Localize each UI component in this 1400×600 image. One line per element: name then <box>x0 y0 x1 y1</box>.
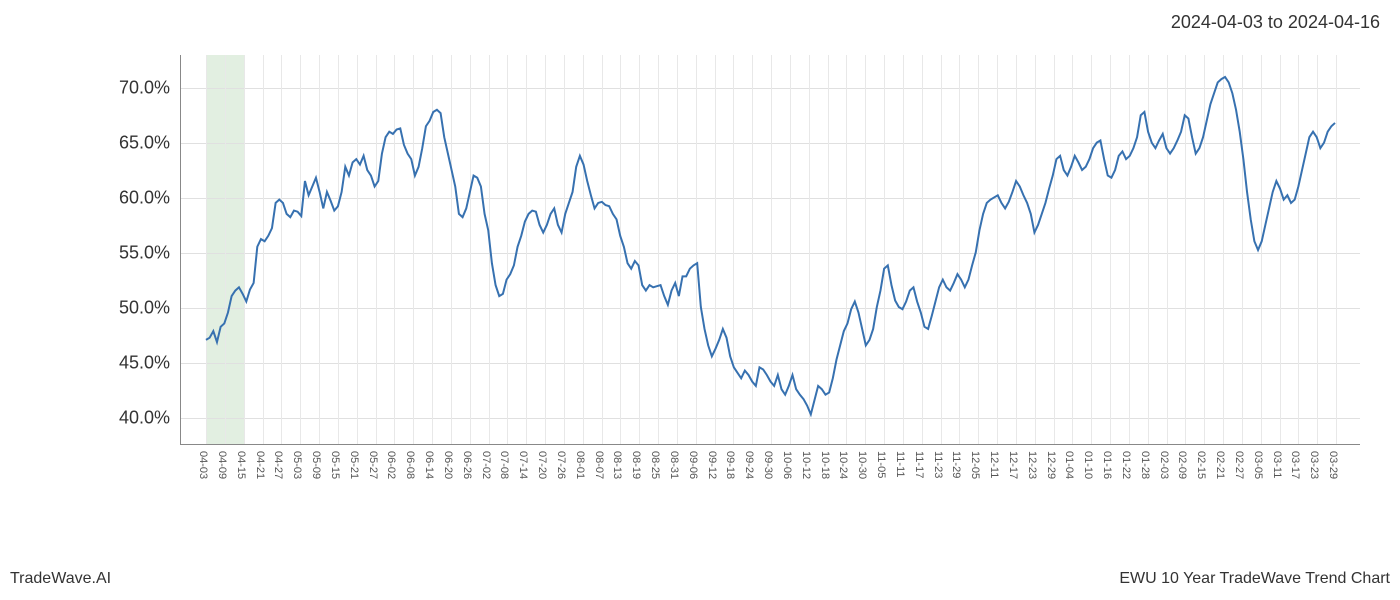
x-axis-tick-label: 01-04 <box>1063 451 1075 479</box>
x-axis-tick-label: 10-12 <box>800 451 812 479</box>
x-axis-tick-label: 07-14 <box>517 451 529 479</box>
x-axis-tick-label: 07-02 <box>480 451 492 479</box>
x-axis-tick-label: 07-20 <box>536 451 548 479</box>
chart-title: EWU 10 Year TradeWave Trend Chart <box>1119 570 1390 588</box>
x-axis-tick-label: 04-09 <box>216 451 228 479</box>
x-axis-tick-label: 03-05 <box>1252 451 1264 479</box>
x-axis-tick-label: 11-29 <box>950 451 962 478</box>
x-axis-tick-label: 03-17 <box>1289 451 1301 479</box>
x-axis-tick-label: 06-20 <box>442 451 454 479</box>
chart-plot-area <box>180 55 1360 445</box>
x-axis-tick-label: 07-26 <box>555 451 567 479</box>
x-axis-tick-label: 09-18 <box>724 451 736 479</box>
x-axis-tick-label: 07-08 <box>498 451 510 479</box>
x-axis-tick-label: 03-29 <box>1327 451 1339 479</box>
x-axis-tick-label: 04-15 <box>235 451 247 479</box>
x-axis-tick-label: 12-11 <box>988 451 1000 478</box>
y-axis-tick-label: 50.0% <box>90 297 170 318</box>
x-axis-tick-label: 05-21 <box>348 451 360 479</box>
y-axis-tick-label: 55.0% <box>90 242 170 263</box>
x-axis-tick-label: 08-01 <box>574 451 586 479</box>
footer-brand: TradeWave.AI <box>10 570 111 588</box>
x-axis-tick-label: 12-17 <box>1007 451 1019 479</box>
x-axis-tick-label: 04-03 <box>197 451 209 479</box>
x-axis-tick-label: 08-31 <box>668 451 680 479</box>
x-axis-tick-label: 06-02 <box>385 451 397 479</box>
x-axis-tick-label: 11-11 <box>894 451 906 478</box>
x-axis-tick-label: 01-16 <box>1101 451 1113 479</box>
y-axis-tick-label: 60.0% <box>90 187 170 208</box>
x-axis-tick-label: 11-17 <box>913 451 925 478</box>
trend-line <box>206 77 1335 415</box>
x-axis-tick-label: 05-15 <box>329 451 341 479</box>
x-axis-tick-label: 12-29 <box>1045 451 1057 479</box>
x-axis-tick-label: 08-13 <box>611 451 623 479</box>
x-axis-tick-label: 02-21 <box>1214 451 1226 479</box>
x-axis-tick-label: 09-06 <box>687 451 699 479</box>
x-axis-tick-label: 11-05 <box>875 451 887 478</box>
x-axis-tick-label: 06-08 <box>404 451 416 479</box>
x-axis-tick-label: 02-03 <box>1158 451 1170 479</box>
x-axis-tick-label: 08-07 <box>593 451 605 479</box>
x-axis-tick-label: 02-27 <box>1233 451 1245 479</box>
y-axis-tick-label: 65.0% <box>90 132 170 153</box>
x-axis-tick-label: 01-22 <box>1120 451 1132 479</box>
x-axis-tick-label: 11-23 <box>932 451 944 478</box>
x-axis-tick-label: 12-23 <box>1026 451 1038 479</box>
x-axis-tick-label: 10-18 <box>819 451 831 479</box>
y-axis-tick-label: 40.0% <box>90 407 170 428</box>
x-axis-tick-label: 08-25 <box>649 451 661 479</box>
x-axis-tick-label: 10-06 <box>781 451 793 479</box>
x-axis-tick-label: 02-09 <box>1176 451 1188 479</box>
x-axis-tick-label: 10-30 <box>856 451 868 479</box>
x-axis-tick-label: 05-27 <box>367 451 379 479</box>
line-chart-svg <box>181 55 1360 444</box>
x-axis-tick-label: 04-21 <box>254 451 266 479</box>
x-axis-tick-label: 03-23 <box>1308 451 1320 479</box>
x-axis-tick-label: 12-05 <box>969 451 981 479</box>
x-axis-tick-label: 05-09 <box>310 451 322 479</box>
x-axis-tick-label: 01-28 <box>1139 451 1151 479</box>
x-axis-tick-label: 03-11 <box>1271 451 1283 478</box>
x-axis-tick-label: 09-30 <box>762 451 774 479</box>
x-axis-tick-label: 09-24 <box>743 451 755 479</box>
y-axis-tick-label: 45.0% <box>90 352 170 373</box>
y-axis-tick-label: 70.0% <box>90 77 170 98</box>
x-axis-tick-label: 02-15 <box>1195 451 1207 479</box>
x-axis-tick-label: 10-24 <box>837 451 849 479</box>
x-axis-tick-label: 05-03 <box>291 451 303 479</box>
x-axis-tick-label: 04-27 <box>272 451 284 479</box>
x-axis-tick-label: 06-14 <box>423 451 435 479</box>
x-axis-tick-label: 06-26 <box>461 451 473 479</box>
x-axis-tick-label: 01-10 <box>1082 451 1094 479</box>
x-axis-tick-label: 09-12 <box>706 451 718 479</box>
date-range-label: 2024-04-03 to 2024-04-16 <box>1171 12 1380 33</box>
x-axis-tick-label: 08-19 <box>630 451 642 479</box>
